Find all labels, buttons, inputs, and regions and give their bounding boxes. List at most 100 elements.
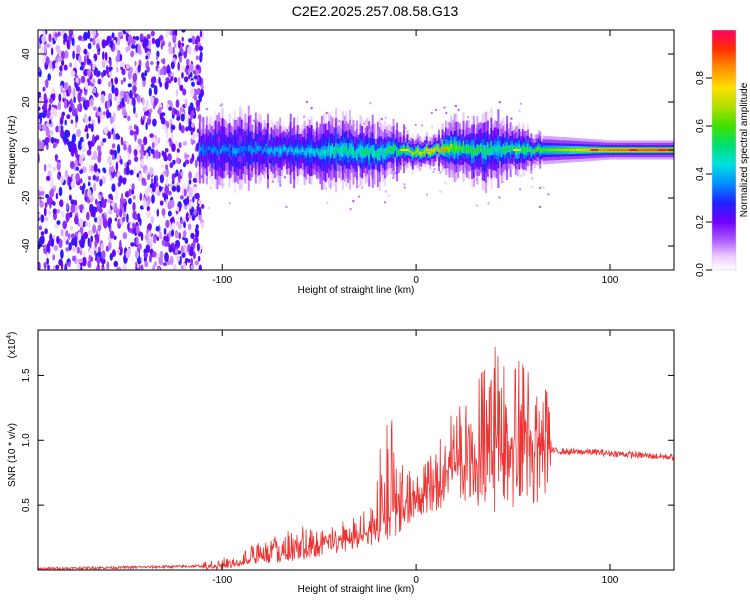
noise-speckle (80, 61, 85, 66)
band-cell (303, 150, 306, 156)
noise-speckle (188, 187, 193, 197)
noise-speckle (103, 168, 107, 174)
noise-speckle (109, 116, 114, 124)
noise-speckle (169, 218, 174, 223)
noise-speckle (62, 135, 68, 143)
band-speckle (352, 199, 355, 203)
band-cell (350, 146, 353, 152)
band-cell (338, 149, 341, 154)
band-cell (462, 144, 465, 150)
spectrogram-heatmap (38, 30, 674, 270)
noise-speckle (136, 145, 141, 152)
noise-speckle (115, 55, 120, 62)
band-cell (397, 150, 400, 154)
noise-speckle (65, 247, 70, 252)
noise-speckle (183, 230, 187, 238)
noise-speckle (97, 224, 102, 232)
noise-speckle (103, 111, 106, 116)
noise-speckle (60, 84, 64, 94)
noise-speckle (201, 84, 204, 90)
band-cell (235, 149, 238, 155)
band-cell (345, 146, 348, 153)
noise-speckle (107, 217, 113, 225)
noise-speckle (174, 140, 179, 147)
noise-speckle (198, 264, 202, 270)
noise-speckle (196, 75, 200, 83)
band-cell (478, 147, 481, 152)
noise-speckle (68, 85, 72, 95)
noise-speckle (38, 186, 44, 192)
noise-speckle (54, 32, 59, 38)
band-cell (307, 147, 310, 153)
band-cell (434, 148, 437, 151)
band-cell (244, 146, 247, 152)
noise-speckle (188, 179, 192, 185)
band-cell (370, 148, 372, 153)
noise-speckle (173, 43, 177, 48)
noise-speckle (127, 44, 131, 52)
band-speckle (498, 101, 501, 104)
noise-speckle (149, 133, 154, 139)
noise-speckle (180, 65, 185, 72)
noise-speckle (107, 81, 112, 88)
noise-speckle (49, 130, 54, 136)
band-cell (548, 149, 550, 152)
band-cell (211, 148, 214, 154)
top-x-axis-label: Height of straight line (km) (298, 285, 415, 296)
noise-speckle (184, 154, 190, 159)
snr-plot: -100 0 100 0.5 1.0 1.5 Height of straight li… (6, 329, 675, 595)
noise-speckle (108, 92, 113, 102)
noise-speckle (194, 260, 199, 266)
noise-speckle (57, 174, 60, 180)
noise-speckle (72, 142, 77, 153)
noise-speckle (142, 115, 146, 121)
noise-speckle (134, 213, 138, 221)
noise-speckle (159, 231, 163, 240)
band-cell (305, 150, 308, 155)
noise-speckle (168, 190, 172, 196)
noise-speckle (159, 174, 164, 184)
band-cell (541, 149, 543, 152)
band-speckle (547, 193, 550, 196)
noise-speckle (88, 254, 92, 264)
noise-speckle (175, 99, 180, 108)
noise-speckle (170, 61, 175, 70)
noise-speckle (161, 66, 164, 76)
noise-speckle (98, 150, 102, 157)
band-speckle (433, 168, 436, 171)
noise-speckle (123, 202, 127, 212)
noise-speckle (141, 143, 145, 152)
top-y-axis: -40 -20 0 20 40 (21, 48, 674, 253)
band-speckle (430, 111, 433, 115)
noise-speckle (125, 250, 131, 259)
noise-speckle (147, 146, 152, 151)
noise-speckle (135, 236, 139, 246)
noise-speckle (148, 108, 153, 113)
band-speckle (498, 196, 501, 199)
noise-speckle (149, 166, 154, 176)
noise-speckle (161, 124, 166, 130)
noise-speckle (38, 118, 41, 124)
noise-speckle (195, 133, 200, 138)
noise-speckle (94, 239, 98, 248)
noise-speckle (192, 196, 195, 203)
noise-speckle (164, 185, 170, 195)
noise-speckle (148, 87, 152, 97)
noise-speckle (59, 199, 64, 208)
noise-speckle (55, 61, 58, 69)
y-tick-label: 0 (21, 147, 32, 153)
band-speckle (302, 115, 306, 119)
noise-speckle (177, 40, 181, 49)
noise-speckle (111, 154, 115, 161)
band-cell (535, 148, 538, 151)
noise-speckle (131, 183, 135, 191)
noise-speckle (111, 84, 115, 94)
band-cell (551, 149, 554, 152)
noise-speckle (38, 106, 41, 111)
noise-speckle (68, 176, 71, 187)
noise-speckle (61, 59, 65, 67)
noise-speckle (151, 37, 156, 45)
noise-speckle (161, 208, 166, 216)
band-cell (546, 148, 549, 151)
noise-speckle (60, 249, 64, 260)
